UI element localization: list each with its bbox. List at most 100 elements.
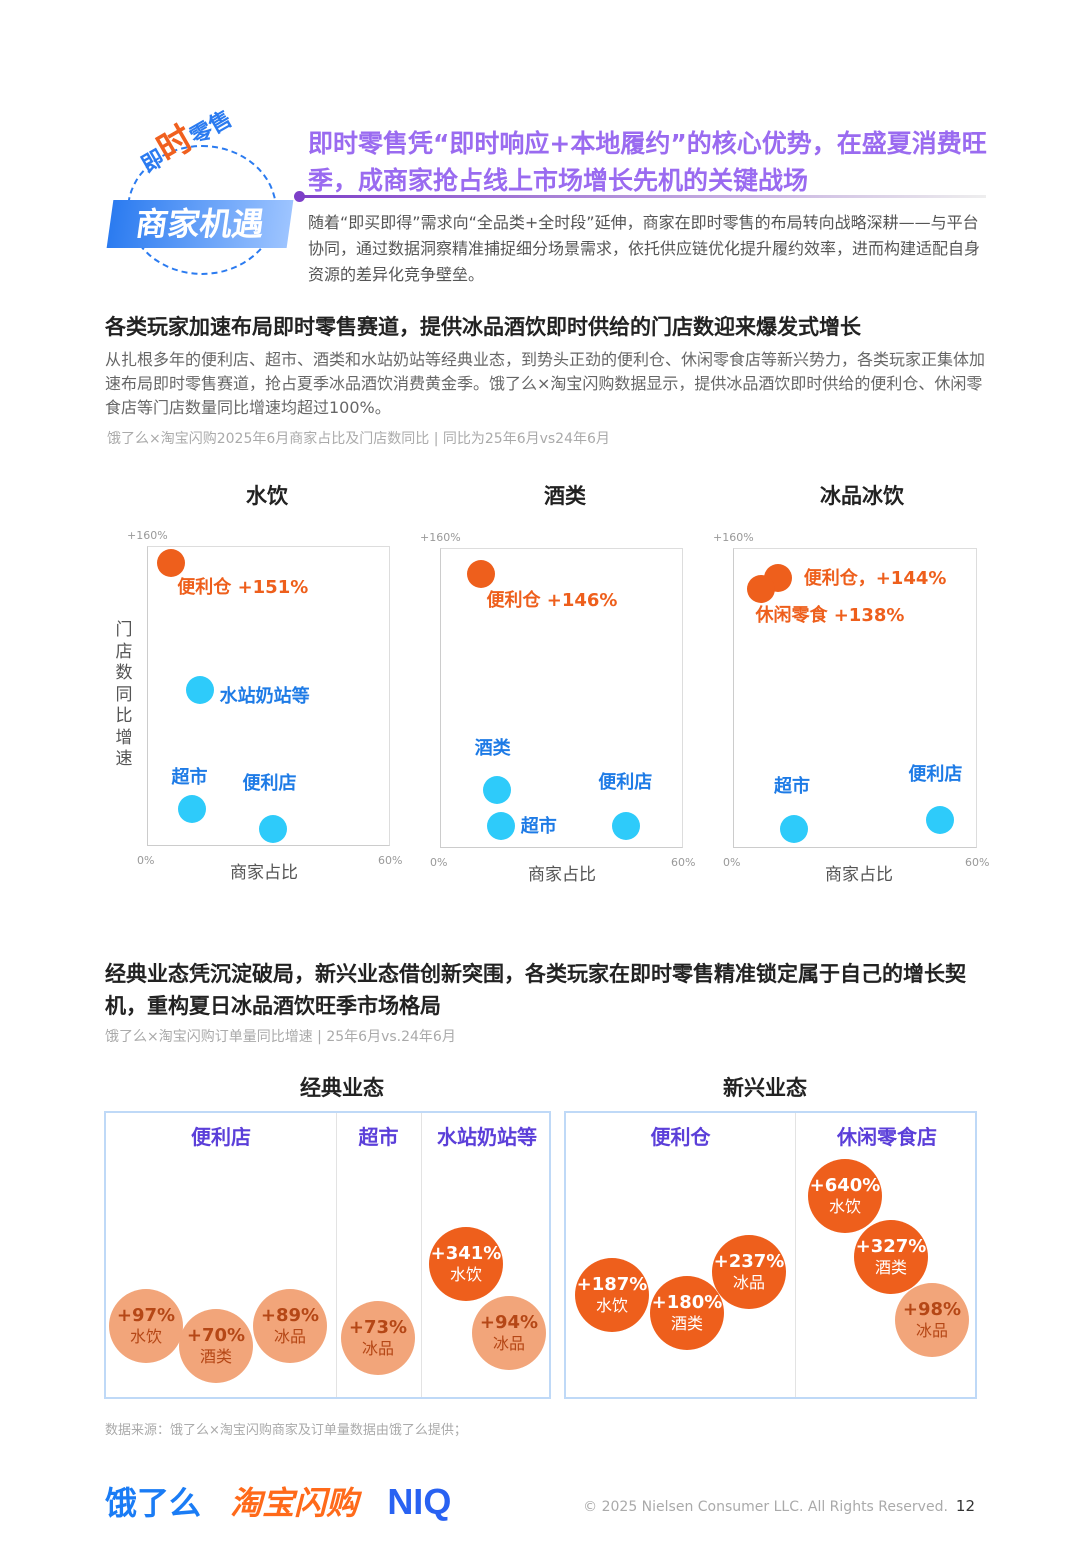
page-number: 12 — [955, 1497, 975, 1515]
column-header: 休闲零食店 — [837, 1125, 937, 1149]
group-title-emerging: 新兴业态 — [723, 1076, 807, 1100]
headline-divider — [294, 191, 986, 202]
chart-title: 水饮 — [246, 484, 288, 508]
bubble-category: 冰品 — [492, 1334, 525, 1353]
column-header: 便利仓 — [650, 1125, 711, 1149]
bubble-value: +94% — [479, 1312, 539, 1333]
bubble-category: 酒类 — [199, 1347, 232, 1366]
chart-title: 酒类 — [544, 484, 586, 508]
emerging-formats-box: 便利仓 休闲零食店 — [564, 1111, 977, 1399]
growth-bubble: +187% 水饮 — [575, 1258, 649, 1332]
x-axis-label: 商家占比 — [528, 865, 596, 885]
y-tick-label: +160% — [713, 531, 754, 544]
section1-body: 从扎根多年的便利店、超市、酒类和水站奶站等经典业态，到势头正劲的便利仓、休闲零食… — [105, 350, 986, 417]
y-tick-label: +160% — [420, 531, 461, 544]
point-label: 便利仓，+144% — [803, 568, 947, 589]
bubble-category: 酒类 — [874, 1258, 907, 1277]
intro-text: 随着“即买即得”需求向“全品类+全时段”延伸，商家在即时零售的布局转向战略深耕—… — [308, 213, 981, 284]
x-tick-label: 0% — [137, 854, 155, 867]
bubble-value: +237% — [713, 1251, 785, 1272]
section1-title: 各类玩家加速布局即时零售赛道，提供冰品酒饮即时供给的门店数迎来爆发式增长 — [105, 315, 861, 339]
data-point — [747, 575, 776, 604]
column-header: 超市 — [358, 1125, 399, 1149]
column-divider — [421, 1113, 422, 1397]
data-point — [780, 815, 808, 844]
headline: 即时零售凭“即时响应+本地履约”的核心优势，在盛夏消费旺季，成商家抢占线上市场增… — [308, 129, 987, 195]
x-tick-label: 60% — [671, 856, 696, 869]
bubble-value: +89% — [260, 1305, 320, 1326]
growth-bubble: +94% 冰品 — [472, 1296, 546, 1370]
point-label: 超市 — [774, 776, 810, 798]
plot-area — [147, 546, 390, 846]
growth-bubble: +180% 酒类 — [650, 1276, 724, 1350]
column-divider — [795, 1113, 796, 1397]
section2-source: 饿了么×淘宝闪购订单量同比增速 | 25年6月vs.24年6月 — [105, 1029, 456, 1045]
data-point — [926, 805, 955, 834]
section2-title: 经典业态凭沉淀破局，新兴业态借创新突围，各类玩家在即时零售精准锁定属于自己的增长… — [105, 962, 966, 1018]
data-point — [177, 794, 206, 823]
growth-bubble: +640% 水饮 — [808, 1159, 882, 1233]
footer-right: © 2025 Nielsen Consumer LLC. All Rights … — [583, 1497, 975, 1515]
bubble-category: 水饮 — [449, 1265, 482, 1284]
point-label: 便利店 — [598, 771, 653, 793]
data-point — [157, 548, 186, 577]
point-label: 便利店 — [908, 763, 963, 785]
point-label: 便利仓 +151% — [177, 576, 309, 598]
bubble-value: +70% — [186, 1325, 246, 1346]
taobao-shangou-logo: 淘宝闪购 — [230, 1484, 359, 1522]
data-point — [466, 560, 495, 589]
bubble-value: +327% — [855, 1236, 927, 1257]
bubble-category: 冰品 — [732, 1273, 765, 1292]
point-label: 超市 — [520, 815, 557, 837]
plot-area — [440, 548, 683, 848]
group-title-classic: 经典业态 — [300, 1076, 384, 1100]
bubble-value: +640% — [809, 1175, 881, 1196]
copyright: © 2025 Nielsen Consumer LLC. All Rights … — [583, 1499, 948, 1515]
point-label: 水站奶站等 — [219, 686, 310, 708]
bubble-value: +73% — [348, 1317, 408, 1338]
data-point — [486, 811, 515, 840]
badge-main-text: 商家机遇 — [106, 200, 294, 248]
growth-bubble: +73% 冰品 — [341, 1301, 415, 1375]
x-tick-label: 60% — [378, 854, 403, 867]
bubble-value: +341% — [430, 1243, 502, 1264]
x-tick-label: 0% — [430, 856, 448, 869]
niq-logo: NIQ — [387, 1481, 452, 1522]
growth-bubble: +341% 水饮 — [429, 1227, 503, 1301]
plot-area — [733, 548, 977, 848]
growth-bubble: +89% 冰品 — [253, 1289, 327, 1363]
column-divider — [336, 1113, 337, 1397]
growth-bubble: +327% 酒类 — [854, 1220, 928, 1294]
eleme-logo: 饿了么 — [105, 1484, 202, 1522]
bubble-category: 水饮 — [595, 1296, 628, 1315]
bubble-category: 酒类 — [670, 1314, 703, 1333]
x-tick-label: 0% — [723, 856, 741, 869]
bubble-value: +98% — [902, 1299, 962, 1320]
x-tick-label: 60% — [965, 856, 990, 869]
bubble-category: 冰品 — [273, 1327, 306, 1346]
growth-bubble: +98% 冰品 — [895, 1283, 969, 1357]
data-point — [482, 775, 511, 804]
bubble-value: +180% — [651, 1292, 723, 1313]
column-header: 便利店 — [191, 1125, 251, 1149]
bubble-category: 冰品 — [915, 1321, 948, 1340]
section1-source: 饿了么×淘宝闪购2025年6月商家占比及门店数同比 | 同比为25年6月vs24… — [107, 431, 610, 447]
column-header: 水站奶站等 — [437, 1125, 537, 1149]
growth-bubble: +97% 水饮 — [109, 1289, 183, 1363]
merchant-opportunity-badge: 即时零售 商家机遇 — [105, 105, 295, 275]
bubble-category: 水饮 — [129, 1327, 162, 1346]
point-label: 超市 — [171, 766, 208, 788]
point-label: 便利仓 +146% — [486, 590, 618, 612]
section2-header: 经典业态凭沉淀破局，新兴业态借创新突围，各类玩家在即时零售精准锁定属于自己的增长… — [105, 958, 1005, 1046]
partner-logos: 饿了么 淘宝闪购 NIQ — [105, 1478, 451, 1524]
y-tick-label: +160% — [127, 529, 168, 542]
growth-bubble: +70% 酒类 — [179, 1309, 253, 1383]
point-label: 休闲零食 +138% — [755, 605, 905, 627]
bubble-value: +97% — [116, 1305, 176, 1326]
y-axis-label: 门店数同比增速 — [115, 620, 133, 769]
data-point — [258, 815, 287, 844]
chart-title: 冰品冰饮 — [820, 484, 904, 508]
point-label: 酒类 — [474, 737, 511, 759]
point-label: 便利店 — [242, 773, 297, 795]
footnote: 数据来源：饿了么×淘宝闪购商家及订单量数据由饿了么提供； — [105, 1423, 467, 1438]
